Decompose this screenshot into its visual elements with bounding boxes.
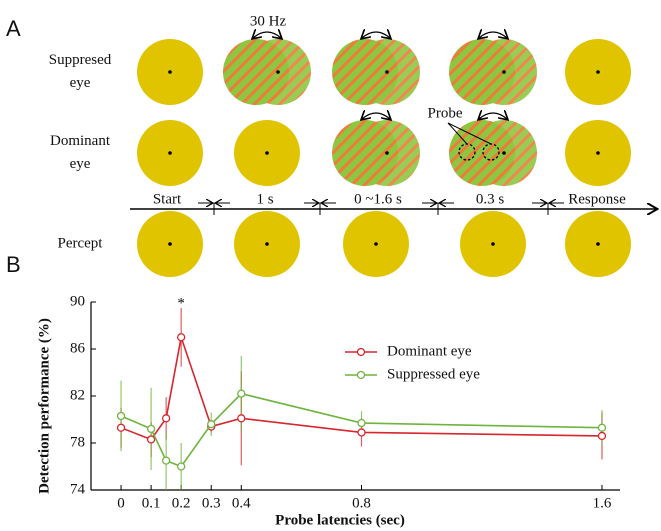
fixation [168, 242, 172, 246]
fixation [596, 70, 600, 74]
fixation [502, 70, 506, 74]
fixation [385, 151, 389, 155]
point [177, 333, 186, 342]
alternation-arrow [479, 113, 507, 119]
point [237, 389, 246, 398]
y-tick-label: 78 [70, 434, 85, 450]
legend-label: Dominant eye [387, 343, 472, 359]
row-label: Suppresed [49, 52, 112, 68]
fixation [502, 151, 506, 155]
row-label: eye [70, 75, 91, 91]
annotation: * [177, 295, 185, 311]
point [207, 420, 216, 429]
row-label: Dominant [50, 133, 111, 149]
x-tick-label: 0 [117, 495, 125, 511]
fixation [168, 70, 172, 74]
fixation [491, 242, 495, 246]
row-label: eye [70, 156, 91, 172]
panel-b: B 74 78 82 86 90 0 0.1 0.2 0.3 0.4 0.8 1.6 Probe late… [6, 252, 620, 528]
alternation-arrow [253, 32, 281, 38]
row-label: Percept [58, 235, 104, 251]
y-tick-label: 86 [70, 340, 86, 356]
point [177, 462, 186, 471]
y-tick-label: 82 [70, 387, 85, 403]
timeline-label: 1 s [256, 191, 273, 207]
fixation [596, 151, 600, 155]
panel-label: B [6, 252, 21, 277]
probe-label: Probe [428, 105, 463, 121]
fixation [265, 242, 269, 246]
x-tick-label: 0.3 [202, 495, 221, 511]
timeline-label: 0.3 s [476, 191, 505, 207]
point [597, 423, 607, 432]
probe-pointer [447, 122, 492, 145]
legend-marker [356, 347, 366, 357]
x-axis-title: Probe latencies (sec) [275, 512, 405, 528]
fixation [168, 151, 172, 155]
legend-marker [356, 370, 366, 380]
point [357, 428, 366, 437]
x-tick-label: 1.6 [593, 495, 612, 511]
fixation [276, 70, 280, 74]
y-axis-title: Detection performance (%) [36, 318, 52, 494]
legend-label: Suppressed eye [387, 366, 480, 382]
point [357, 418, 366, 428]
point [597, 431, 607, 441]
probe-pointer [447, 122, 468, 145]
x-tick-label: 0.8 [352, 495, 371, 511]
x-tick-label: 0.2 [172, 495, 191, 511]
timeline-label: Start [153, 191, 182, 207]
frequency-label: 30 Hz [250, 13, 287, 29]
fixation [374, 242, 378, 246]
point [161, 456, 171, 465]
point [237, 414, 246, 423]
timeline-label: Response [568, 191, 626, 207]
alternation-arrow [362, 32, 390, 38]
y-tick-label: 90 [70, 293, 85, 309]
alternation-arrow [479, 32, 507, 38]
series-line [120, 392, 602, 468]
panel-a: A Suppresed eye Dominant eye Percept 30 Hz Prob… [6, 13, 656, 277]
point [146, 435, 156, 444]
fixation [385, 70, 389, 74]
x-tick-label: 0.1 [142, 495, 161, 511]
point [116, 423, 126, 432]
y-tick-label: 74 [70, 481, 86, 497]
fixation [596, 242, 600, 246]
point [146, 424, 156, 434]
point [116, 411, 126, 421]
timeline-label: 0 ~1.6 s [354, 191, 402, 207]
point [161, 414, 171, 423]
fixation [265, 151, 269, 155]
panel-label: A [6, 16, 21, 41]
alternation-arrow [362, 113, 390, 119]
x-tick-label: 0.4 [232, 495, 251, 511]
